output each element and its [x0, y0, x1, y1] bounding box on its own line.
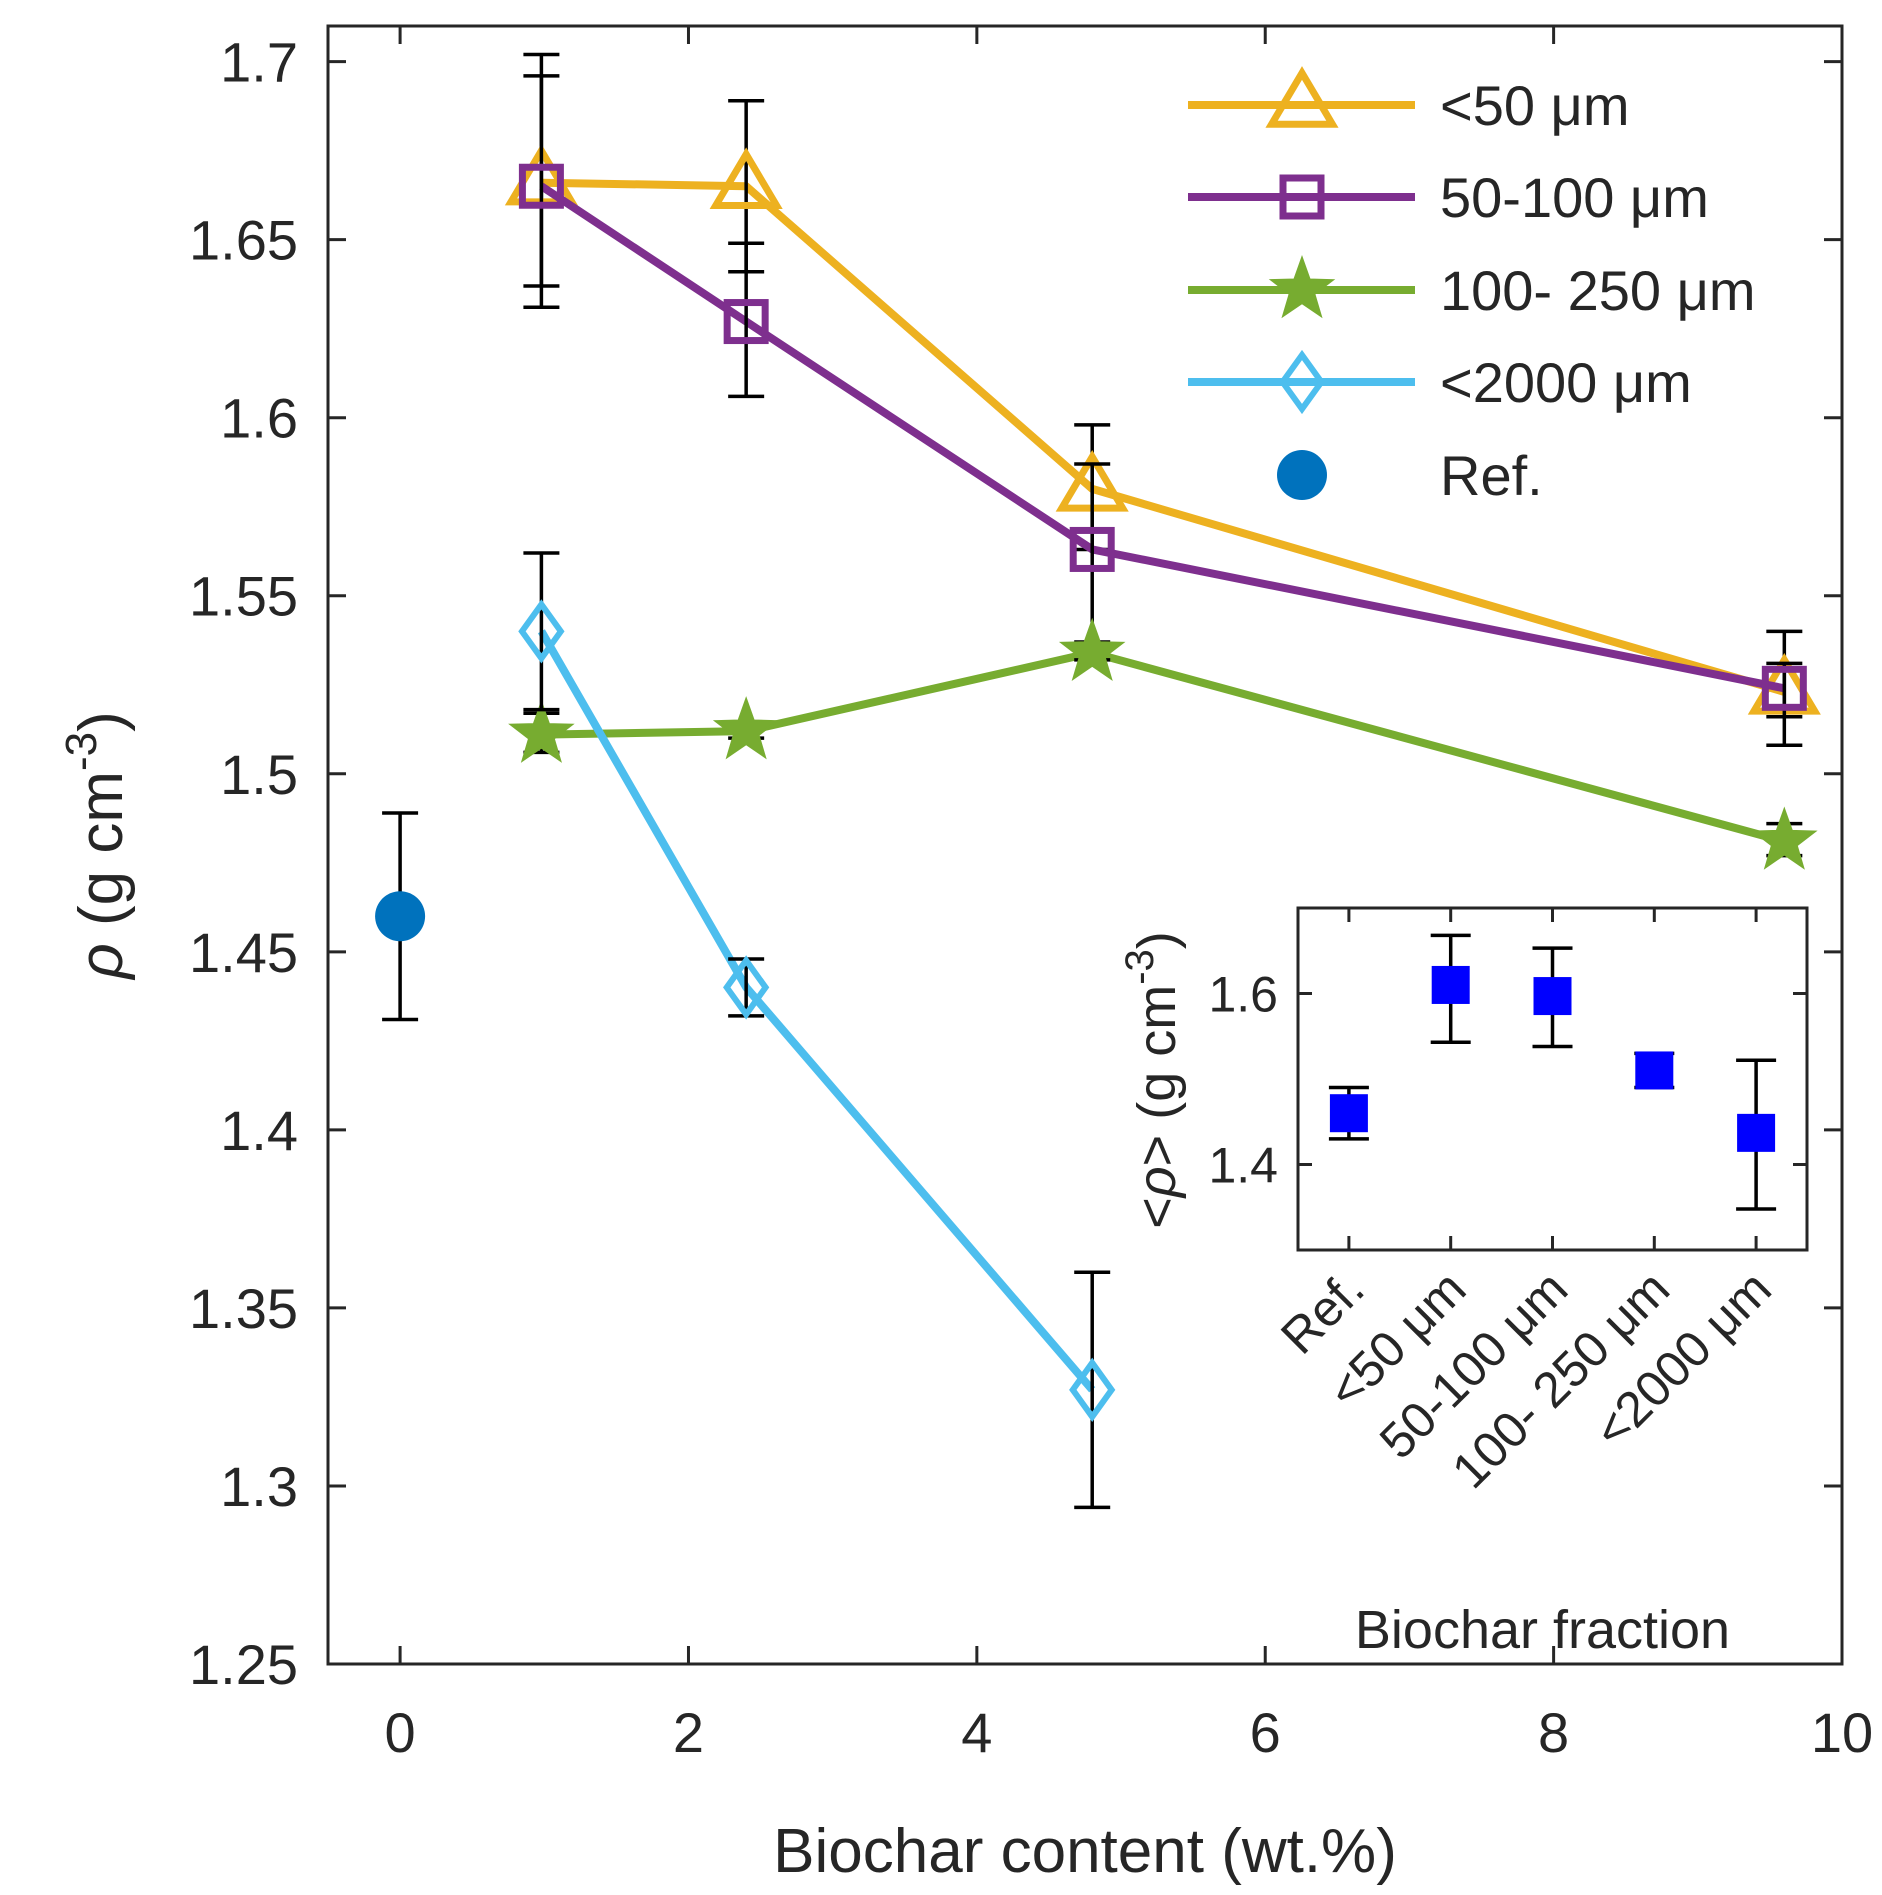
legend-item-50-m: <50 μm	[1188, 66, 1629, 137]
y-axis-title-symbol: ρ	[67, 943, 136, 981]
inset-data-point	[1737, 1113, 1776, 1152]
y-axis-title-unit: (g cm	[67, 771, 136, 943]
y-tick-label: 1.35	[189, 1277, 298, 1340]
legend-marker	[1277, 450, 1327, 500]
inset-y-axis-title-unit: > (g cm	[1127, 985, 1187, 1167]
data-point	[518, 599, 565, 664]
x-tick-label: 0	[385, 1701, 416, 1764]
legend: <50 μm 50-100 μm 100- 250 μm <2000 μm Ref.	[1188, 66, 1756, 507]
data-point	[1058, 617, 1126, 682]
x-tick-label: 4	[961, 1701, 992, 1764]
y-tick-label: 1.3	[220, 1455, 298, 1518]
inset-data-point	[1533, 977, 1572, 1016]
data-point	[1761, 665, 1807, 711]
inset-y-tick-label: 1.6	[1208, 967, 1278, 1023]
legend-label: 50-100 μm	[1440, 166, 1709, 229]
inset-data-point	[1431, 965, 1470, 1004]
y-tick-label: 1.25	[189, 1633, 298, 1696]
series-ref	[375, 811, 426, 1022]
inset-y-axis-title-symbol: ρ	[1127, 1166, 1187, 1199]
series-line	[537, 629, 1096, 1393]
legend-label: <2000 μm	[1440, 351, 1692, 414]
legend-marker	[1279, 174, 1325, 220]
legend-marker	[1265, 66, 1339, 128]
y-tick-label: 1.7	[220, 31, 298, 94]
y-axis-title-exponent: -3	[57, 732, 106, 771]
x-tick-label: 6	[1250, 1701, 1281, 1764]
series-line	[541, 178, 1786, 696]
y-axis-title-close: )	[67, 711, 136, 732]
data-point	[508, 699, 575, 763]
legend-label: <50 μm	[1440, 74, 1629, 137]
data-point	[712, 696, 780, 760]
inset-y-axis-title: <ρ> (g cm-3)	[1118, 931, 1187, 1229]
inset-y-axis-title-exponent: -3	[1118, 949, 1162, 985]
y-tick-label: 1.6	[220, 387, 298, 450]
inset-data-point	[1635, 1051, 1674, 1090]
y-tick-label: 1.45	[189, 921, 298, 984]
series-2000-m	[518, 551, 1116, 1510]
legend-item-50-100-m: 50-100 μm	[1188, 166, 1709, 229]
legend-item-ref: Ref.	[1277, 444, 1543, 507]
x-tick-label: 2	[673, 1701, 704, 1764]
data-point	[723, 955, 770, 1020]
data-point	[375, 891, 426, 942]
data-point	[518, 163, 564, 209]
legend-label: 100- 250 μm	[1440, 259, 1756, 322]
plot-frame	[326, 24, 1844, 1666]
inset-x-axis-title: Biochar fraction	[1355, 1600, 1730, 1660]
data-point	[709, 147, 783, 209]
legend-label: Ref.	[1440, 444, 1543, 507]
x-tick-label: 10	[1811, 1701, 1873, 1764]
data-point	[1751, 806, 1818, 870]
x-tick-label: 8	[1538, 1701, 1569, 1764]
x-axis-title: Biochar content (wt.%)	[773, 1817, 1397, 1886]
y-tick-label: 1.4	[220, 1099, 298, 1162]
main-axes: 0 2 4 6 8 10 1.25 1.3 1.35 1.4 1.45 1.5 1.55 1.6 1.65 1…	[57, 24, 1873, 1886]
y-tick-label: 1.55	[189, 565, 298, 628]
legend-item-100-250-m: 100- 250 μm	[1188, 255, 1756, 322]
legend-marker	[1268, 255, 1336, 319]
data-point	[1069, 526, 1115, 572]
y-tick-label: 1.65	[189, 209, 298, 272]
series-100-250-m	[508, 617, 1818, 870]
inset-y-axis-title-close: )	[1127, 931, 1187, 949]
main-plot-area	[375, 52, 1821, 1510]
data-point	[723, 299, 769, 345]
inset-y-tick-label: 1.4	[1208, 1138, 1278, 1194]
series-line	[541, 648, 1786, 846]
y-axis-title: ρ (g cm-3)	[57, 711, 136, 981]
inset-y-axis-title-open: <	[1127, 1197, 1187, 1229]
legend-marker	[1278, 349, 1326, 415]
y-tick-label: 1.5	[220, 743, 298, 806]
data-point	[1069, 1357, 1116, 1422]
inset-data-point	[1329, 1094, 1368, 1133]
legend-item-2000-m: <2000 μm	[1188, 349, 1692, 415]
series-line	[539, 182, 1786, 693]
